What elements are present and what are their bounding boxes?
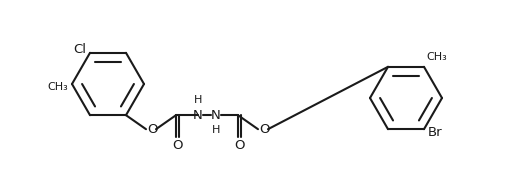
- Text: O: O: [234, 139, 244, 152]
- Text: N: N: [211, 109, 220, 122]
- Text: O: O: [147, 123, 157, 136]
- Text: H: H: [211, 125, 220, 135]
- Text: CH₃: CH₃: [47, 82, 68, 92]
- Text: O: O: [259, 123, 269, 136]
- Text: O: O: [172, 139, 182, 152]
- Text: N: N: [193, 109, 203, 122]
- Text: H: H: [193, 95, 202, 105]
- Text: Br: Br: [427, 126, 442, 139]
- Text: Cl: Cl: [73, 43, 86, 56]
- Text: CH₃: CH₃: [425, 52, 446, 62]
